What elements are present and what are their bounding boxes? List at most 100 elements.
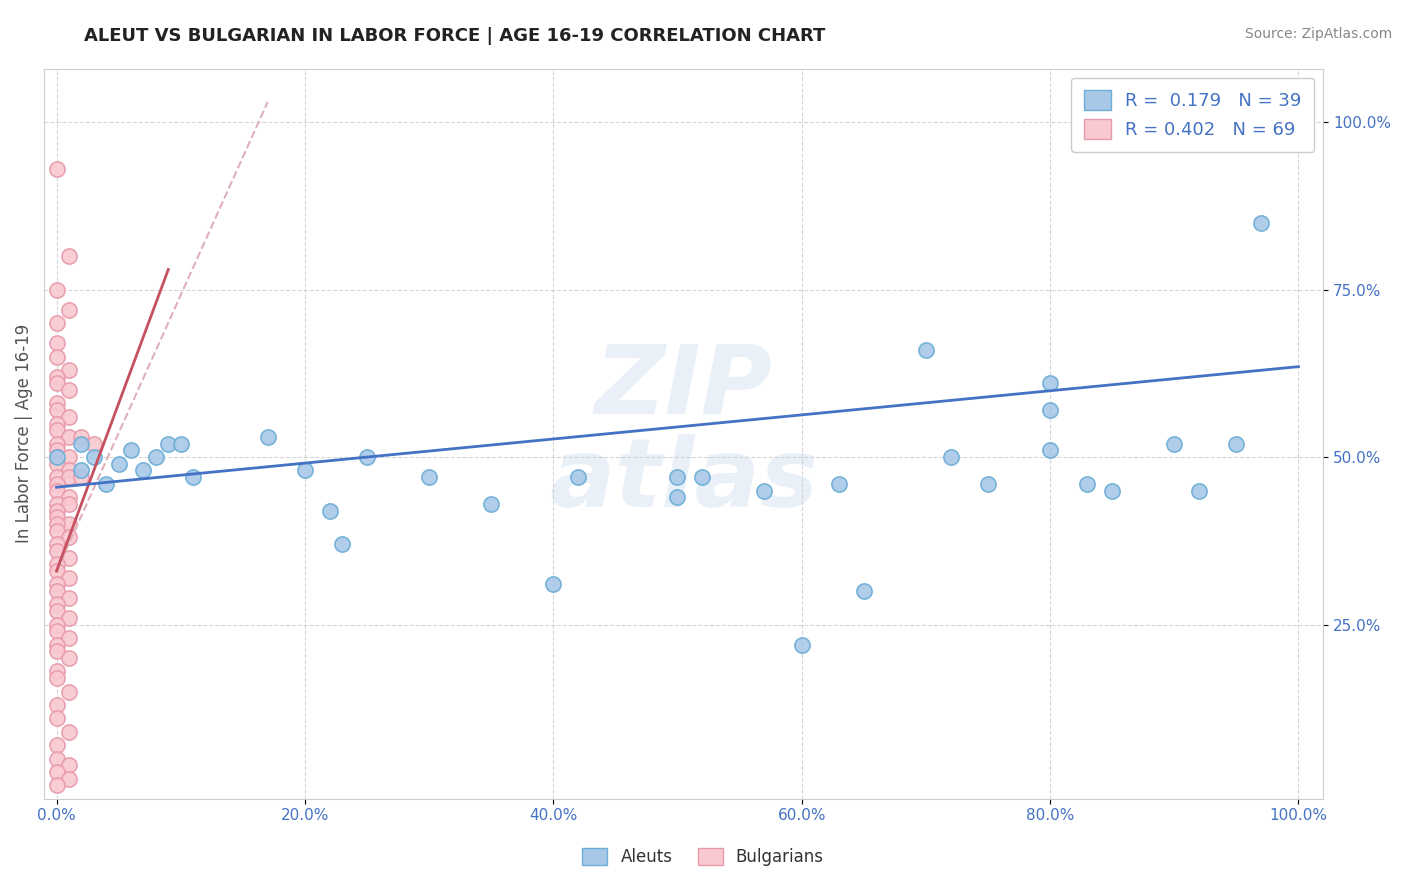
Point (45, 738, 67, 752)
Point (45, 417, 67, 431)
Point (330, 537, 353, 551)
Legend: R =  0.179   N = 39, R = 0.402   N = 69: R = 0.179 N = 39, R = 0.402 N = 69 (1071, 78, 1315, 152)
Point (96, 476, 118, 491)
Point (45, 470, 67, 484)
Point (70, 463, 93, 477)
Point (58, 571, 80, 585)
Point (45, 558, 67, 572)
Point (58, 302, 80, 317)
Point (418, 470, 440, 484)
Point (58, 531, 80, 545)
Point (45, 483, 67, 498)
Point (45, 671, 67, 685)
Point (45, 564, 67, 578)
Point (58, 517, 80, 532)
Point (58, 684, 80, 698)
Point (1250, 216, 1272, 230)
Point (132, 463, 155, 477)
Point (45, 450, 67, 464)
Point (70, 430, 93, 444)
Point (356, 450, 378, 464)
Point (45, 665, 67, 679)
Point (45, 504, 67, 518)
Point (58, 383, 80, 397)
Point (45, 497, 67, 511)
Point (1188, 483, 1211, 498)
Point (1039, 443, 1062, 458)
Point (543, 577, 565, 591)
Point (666, 470, 689, 484)
Point (58, 550, 80, 565)
Point (58, 611, 80, 625)
Point (70, 470, 93, 484)
Point (58, 497, 80, 511)
Point (58, 470, 80, 484)
Point (45, 524, 67, 538)
Point (828, 476, 851, 491)
Point (294, 463, 316, 477)
Point (45, 510, 67, 524)
Legend: Aleuts, Bulgarians: Aleuts, Bulgarians (574, 840, 832, 875)
Point (45, 698, 67, 712)
Point (977, 476, 1000, 491)
Point (157, 436, 180, 450)
Point (58, 651, 80, 665)
Point (45, 283, 67, 297)
Point (58, 450, 80, 464)
Point (1039, 376, 1062, 391)
Point (45, 598, 67, 612)
Point (1039, 403, 1062, 417)
Point (790, 638, 813, 652)
Point (58, 249, 80, 263)
Point (45, 644, 67, 658)
Point (58, 490, 80, 504)
Point (666, 490, 689, 504)
Point (58, 758, 80, 772)
Point (45, 617, 67, 632)
Point (45, 457, 67, 471)
Point (1225, 436, 1247, 450)
Point (45, 537, 67, 551)
Point (45, 751, 67, 765)
Point (45, 517, 67, 532)
Point (479, 497, 502, 511)
Point (58, 772, 80, 786)
Point (58, 430, 80, 444)
Point (45, 544, 67, 558)
Point (45, 316, 67, 330)
Point (45, 423, 67, 437)
Point (58, 724, 80, 739)
Point (45, 584, 67, 599)
Point (170, 436, 193, 450)
Text: ZIP: ZIP (595, 341, 773, 434)
Point (45, 336, 67, 351)
Point (83, 450, 105, 464)
Point (1163, 436, 1185, 450)
Point (939, 450, 962, 464)
Point (754, 483, 776, 498)
Point (1076, 476, 1098, 491)
Point (107, 457, 129, 471)
Point (83, 436, 105, 450)
Point (319, 504, 342, 518)
Point (45, 778, 67, 792)
Point (58, 363, 80, 377)
Y-axis label: In Labor Force | Age 16-19: In Labor Force | Age 16-19 (15, 324, 32, 543)
Point (915, 343, 938, 357)
Point (45, 350, 67, 364)
Point (45, 764, 67, 779)
Point (45, 376, 67, 391)
Point (120, 443, 142, 458)
Text: atlas: atlas (550, 434, 818, 526)
Point (58, 591, 80, 605)
Point (58, 409, 80, 424)
Text: ALEUT VS BULGARIAN IN LABOR FORCE | AGE 16-19 CORRELATION CHART: ALEUT VS BULGARIAN IN LABOR FORCE | AGE … (84, 27, 825, 45)
Point (58, 463, 80, 477)
Point (852, 584, 875, 599)
Point (58, 631, 80, 645)
Point (45, 624, 67, 639)
Point (45, 161, 67, 176)
Point (145, 450, 167, 464)
Point (45, 436, 67, 450)
Point (45, 577, 67, 591)
